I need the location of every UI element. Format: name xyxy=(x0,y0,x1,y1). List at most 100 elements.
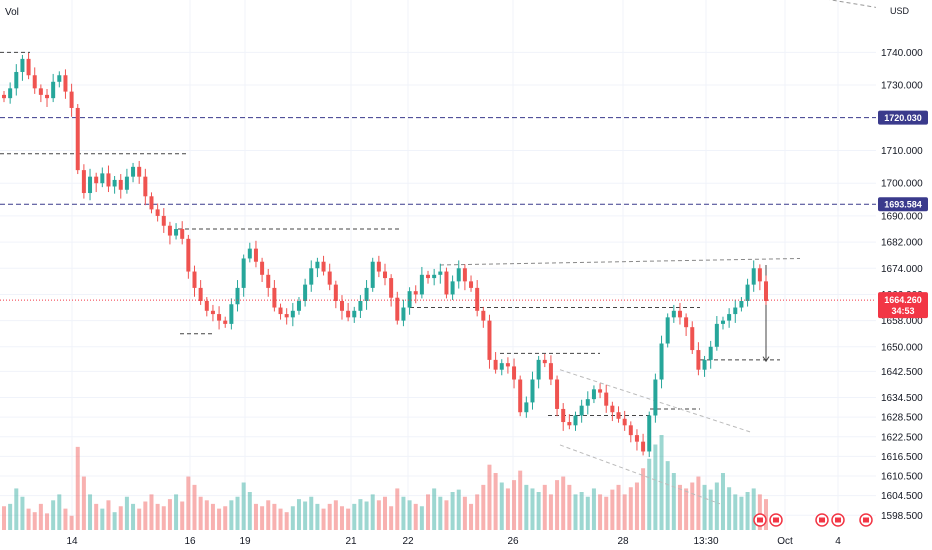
candle-body xyxy=(8,88,13,99)
candle-body xyxy=(260,261,265,275)
candle-body xyxy=(131,166,136,177)
candle-body xyxy=(573,415,578,426)
price-axis[interactable]: 1740.000 1730.000 1710.000 1700.000 1690.000… xyxy=(876,0,932,530)
candle-body xyxy=(548,363,553,380)
volume-bar xyxy=(235,496,240,530)
volume-bar xyxy=(352,503,357,530)
volume-bar xyxy=(505,488,510,530)
candle-body xyxy=(364,287,369,301)
candle-body xyxy=(327,271,332,285)
volume-bar xyxy=(204,500,209,530)
candle-body xyxy=(610,405,615,413)
volume-bar xyxy=(727,487,732,530)
candle-body xyxy=(487,320,492,360)
volume-bar xyxy=(739,496,744,530)
volume-bar xyxy=(75,446,80,530)
volume-bar xyxy=(764,499,768,530)
volume-bar xyxy=(8,503,13,530)
current-price-label: 1664.260 xyxy=(884,295,922,305)
volume-bar xyxy=(561,476,566,530)
candle-body xyxy=(241,258,246,288)
volume-bar xyxy=(708,489,713,530)
candle-body xyxy=(499,363,504,370)
volume-bar xyxy=(339,506,344,530)
candle-body xyxy=(45,94,50,99)
candle-body xyxy=(339,300,344,311)
candle-body xyxy=(370,261,375,288)
level-tag xyxy=(878,110,928,125)
candle-body xyxy=(438,271,443,275)
candle-body xyxy=(235,287,240,305)
volume-bar xyxy=(622,494,627,530)
volume-bar xyxy=(131,503,136,530)
candle-body xyxy=(94,176,99,184)
candle-body xyxy=(536,359,541,380)
candle-body xyxy=(585,399,590,406)
candle-body xyxy=(247,248,252,259)
volume-bar xyxy=(333,500,338,530)
candle-body xyxy=(702,359,707,370)
candle-body xyxy=(530,379,535,403)
volume-bar xyxy=(653,444,658,530)
drawn-segment[interactable] xyxy=(559,444,721,505)
candle-body xyxy=(253,248,258,262)
volume-bar xyxy=(229,500,234,530)
volume-label: Vol xyxy=(5,7,19,18)
candle-body xyxy=(118,179,123,190)
candle-body xyxy=(81,170,86,194)
candle-body xyxy=(616,412,621,419)
price-tick-label: 1730.000 xyxy=(881,81,923,92)
volume-bar xyxy=(524,484,529,530)
price-tick-label: 1610.500 xyxy=(881,472,923,483)
candle-body xyxy=(167,225,172,236)
volume-bar xyxy=(69,515,74,530)
candle-body xyxy=(272,287,277,308)
volume-bar xyxy=(438,496,443,530)
candle-body xyxy=(733,307,738,315)
candle-body xyxy=(561,408,566,423)
volume-bar xyxy=(266,500,271,530)
volume-bar xyxy=(180,501,185,530)
volume-bar xyxy=(2,506,6,530)
candle-body xyxy=(456,268,461,282)
volume-bar xyxy=(530,488,535,530)
candle-body xyxy=(161,215,166,226)
flag-icon xyxy=(863,517,869,523)
candle-body xyxy=(186,238,191,272)
volume-bar xyxy=(38,503,43,530)
volume-bar xyxy=(677,484,682,530)
date-label: 22 xyxy=(402,536,414,547)
volume-bar xyxy=(174,494,179,530)
volume-bar xyxy=(260,506,265,530)
user-drawings xyxy=(0,0,931,505)
volume-bar xyxy=(610,489,615,530)
time-axis[interactable]: 14 16 19 21 22 26 28 13:30 Oct 4 xyxy=(66,536,841,547)
candle-body xyxy=(88,176,93,194)
candle-body xyxy=(352,310,357,318)
candle-body xyxy=(100,173,105,184)
candle-body xyxy=(198,287,203,301)
date-label: 14 xyxy=(66,536,78,547)
volume-bar xyxy=(450,492,455,530)
date-label: 21 xyxy=(345,536,357,547)
candle-body xyxy=(628,425,633,436)
volume-bar xyxy=(567,484,572,530)
volume-bar xyxy=(296,499,301,530)
volume-bar xyxy=(548,494,553,530)
volume-bar xyxy=(389,506,394,530)
candle-body xyxy=(727,314,732,321)
price-tick-label: 1628.500 xyxy=(881,413,923,424)
volume-bar xyxy=(598,494,603,530)
volume-bar xyxy=(573,494,578,530)
price-tick-label: 1622.500 xyxy=(881,432,923,443)
volume-bar xyxy=(155,503,160,530)
volume-bar xyxy=(118,506,123,530)
volume-bar xyxy=(358,499,363,530)
drawn-segment[interactable] xyxy=(439,257,801,266)
volume-bar xyxy=(401,496,406,530)
price-tick-label: 1700.000 xyxy=(881,179,923,190)
volume-bar xyxy=(149,494,154,530)
volume-bar xyxy=(253,503,258,530)
candle-body xyxy=(57,75,62,82)
